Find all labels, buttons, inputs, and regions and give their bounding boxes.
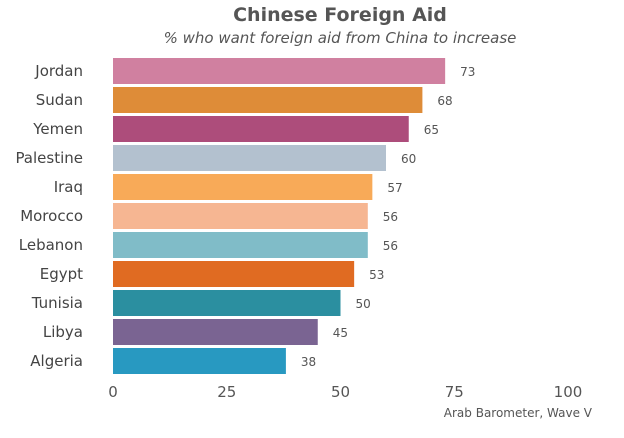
bar xyxy=(113,174,373,200)
category-label: Algeria xyxy=(30,352,83,370)
category-label: Libya xyxy=(43,323,83,341)
value-label: 56 xyxy=(383,239,398,253)
bar xyxy=(113,290,341,316)
value-label: 56 xyxy=(383,210,398,224)
chart-title: Chinese Foreign Aid xyxy=(233,4,447,26)
category-label: Yemen xyxy=(32,120,83,138)
category-label: Morocco xyxy=(20,207,83,225)
category-label: Palestine xyxy=(15,149,83,167)
x-tick-label: 0 xyxy=(108,383,118,401)
x-tick-label: 75 xyxy=(445,383,464,401)
source-note: Arab Barometer, Wave V xyxy=(444,406,593,420)
bar xyxy=(113,261,355,287)
value-label: 53 xyxy=(369,268,384,282)
category-label: Lebanon xyxy=(19,236,83,254)
value-label: 73 xyxy=(460,65,475,79)
category-label: Jordan xyxy=(34,62,83,80)
x-tick-label: 100 xyxy=(554,383,583,401)
x-tick-label: 50 xyxy=(331,383,350,401)
bar xyxy=(113,348,286,374)
bar xyxy=(113,58,446,84)
category-label: Tunisia xyxy=(31,294,83,312)
bar xyxy=(113,319,318,345)
value-label: 57 xyxy=(387,181,402,195)
x-axis-ticks: 0 25 50 75 100 xyxy=(108,383,582,401)
category-label: Egypt xyxy=(40,265,83,283)
bar xyxy=(113,203,368,229)
value-label: 50 xyxy=(356,297,371,311)
bar xyxy=(113,87,423,113)
bar xyxy=(113,145,386,171)
bar xyxy=(113,232,368,258)
value-label: 45 xyxy=(333,326,348,340)
value-label: 38 xyxy=(301,355,316,369)
value-label: 65 xyxy=(424,123,439,137)
chart-subtitle: % who want foreign aid from China to inc… xyxy=(164,29,517,47)
category-label: Iraq xyxy=(54,178,83,196)
value-label: 60 xyxy=(401,152,416,166)
bars-group: Jordan 73 Sudan 68 Yemen 65 Palestine 60 Iraq 57 M… xyxy=(15,58,475,374)
x-tick-label: 25 xyxy=(217,383,236,401)
value-label: 68 xyxy=(437,94,452,108)
category-label: Sudan xyxy=(36,91,83,109)
bar xyxy=(113,116,409,142)
